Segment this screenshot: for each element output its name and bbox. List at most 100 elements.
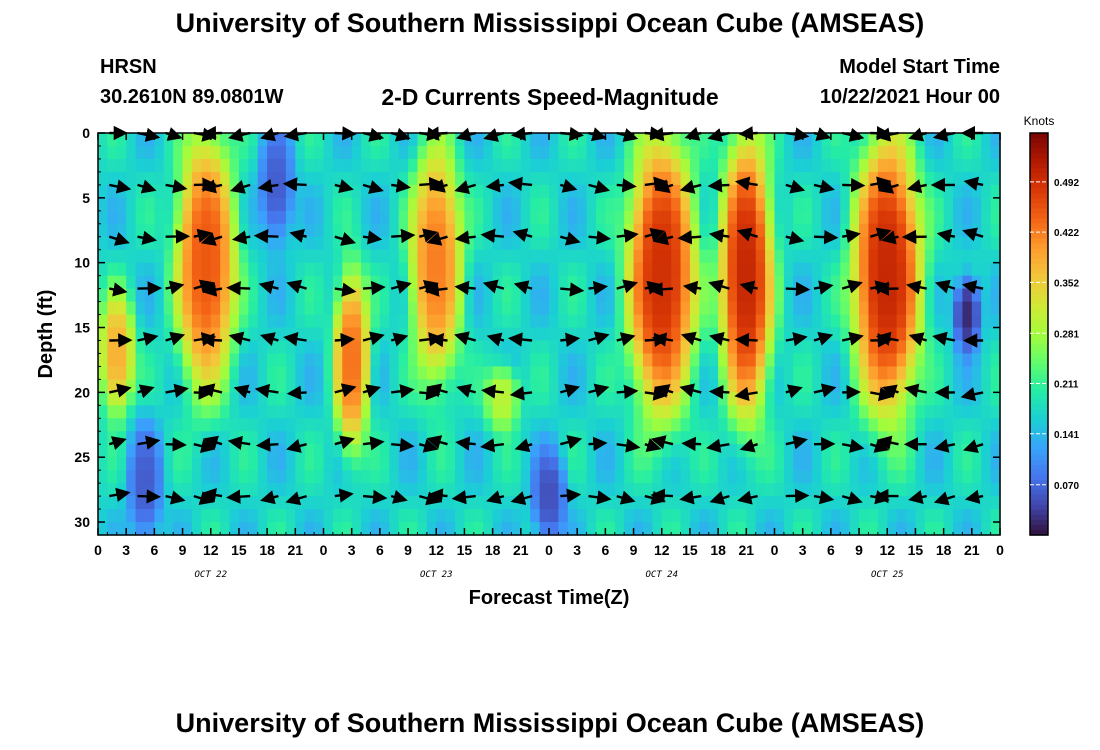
heatmap-cell bbox=[492, 379, 503, 393]
heatmap-cell bbox=[304, 405, 315, 419]
heatmap-cell bbox=[379, 275, 390, 290]
heatmap-cell bbox=[689, 405, 700, 419]
heatmap-cell bbox=[502, 145, 513, 160]
heatmap-cell bbox=[248, 418, 259, 432]
heatmap-cell bbox=[699, 483, 710, 497]
heatmap-cell bbox=[614, 288, 625, 303]
heatmap-cell bbox=[990, 223, 1001, 238]
heatmap-cell bbox=[267, 288, 278, 303]
heatmap-cell bbox=[201, 379, 212, 393]
heatmap-cell bbox=[614, 366, 625, 380]
current-vector-arrow bbox=[651, 332, 674, 347]
x-tick-label: 12 bbox=[879, 542, 895, 558]
heatmap-cell bbox=[351, 496, 362, 510]
heatmap-cell bbox=[943, 171, 954, 186]
heatmap-cell bbox=[107, 236, 118, 251]
heatmap-cell bbox=[370, 366, 381, 380]
heatmap-cell bbox=[417, 145, 428, 160]
heatmap-cell bbox=[953, 301, 964, 316]
heatmap-cell bbox=[699, 210, 710, 225]
heatmap-cell bbox=[154, 353, 165, 368]
heatmap-cell bbox=[642, 327, 653, 342]
heatmap-cell bbox=[699, 405, 710, 419]
heatmap-cell bbox=[530, 223, 541, 238]
current-speed-chart: 0 3 6 9 12 15 18 21 0 3 6 9 12 15 18 21 0 3 6 9 12 15 18 21 0 3 6 9… bbox=[35, 114, 1079, 609]
heatmap-cell bbox=[642, 249, 653, 264]
heatmap-cell bbox=[821, 314, 832, 329]
heatmap-cell bbox=[445, 288, 456, 303]
x-tick-label: 9 bbox=[855, 542, 863, 558]
heatmap-cell bbox=[699, 392, 710, 406]
heatmap-cell bbox=[906, 236, 917, 251]
colorbar-segment bbox=[1030, 454, 1048, 461]
heatmap-cell bbox=[981, 418, 992, 432]
heatmap-cell bbox=[445, 353, 456, 368]
heatmap-cell bbox=[144, 392, 155, 406]
heatmap-cell bbox=[520, 457, 531, 471]
heatmap-cell bbox=[736, 158, 747, 173]
heatmap-cell bbox=[727, 379, 738, 393]
heatmap-cell bbox=[906, 262, 917, 277]
current-vector-arrow bbox=[934, 279, 956, 294]
heatmap-cell bbox=[351, 327, 362, 342]
heatmap-cell bbox=[135, 249, 146, 264]
heatmap-cell bbox=[736, 262, 747, 277]
heatmap-cell bbox=[990, 262, 1001, 277]
heatmap-cell bbox=[943, 314, 954, 329]
colorbar-segment bbox=[1030, 519, 1048, 526]
heatmap-cell bbox=[962, 301, 973, 316]
current-vector-arrow bbox=[480, 228, 505, 243]
heatmap-cell bbox=[699, 418, 710, 432]
heatmap-cell bbox=[464, 301, 475, 316]
heatmap-cell bbox=[379, 366, 390, 380]
heatmap-cell bbox=[605, 405, 616, 419]
heatmap-cell bbox=[107, 301, 118, 316]
heatmap-cell bbox=[793, 158, 804, 173]
x-axis: 0 3 6 9 12 15 18 21 0 3 6 9 12 15 18 21 0 3 6 9 12 15 18 21 0 3 6 9… bbox=[94, 133, 1004, 580]
heatmap-cell bbox=[981, 444, 992, 458]
heatmap-cell bbox=[812, 444, 823, 458]
heatmap-cell bbox=[680, 197, 691, 212]
current-vector-arrow bbox=[203, 435, 223, 450]
heatmap-cell bbox=[990, 496, 1001, 510]
heatmap-cell bbox=[408, 327, 419, 342]
current-vector-arrow bbox=[391, 178, 411, 193]
heatmap-cell bbox=[257, 314, 268, 329]
heatmap-cell bbox=[699, 353, 710, 368]
heatmap-cell bbox=[201, 340, 212, 355]
heatmap-cell bbox=[689, 509, 700, 523]
heatmap-cell bbox=[323, 275, 334, 290]
x-tick-label: 12 bbox=[654, 542, 670, 558]
heatmap-cell bbox=[295, 197, 306, 212]
heatmap-cell bbox=[934, 197, 945, 212]
heatmap-cell bbox=[981, 158, 992, 173]
heatmap-cell bbox=[483, 470, 494, 484]
heatmap-cell bbox=[426, 418, 437, 432]
heatmap-cell bbox=[577, 353, 588, 368]
heatmap-cell bbox=[577, 171, 588, 186]
colorbar-segment bbox=[1030, 414, 1048, 421]
heatmap-cell bbox=[943, 470, 954, 484]
heatmap-cell bbox=[417, 327, 428, 342]
heatmap-cell bbox=[642, 418, 653, 432]
heatmap-cell bbox=[924, 236, 935, 251]
heatmap-cell bbox=[473, 418, 484, 432]
heatmap-cell bbox=[323, 392, 334, 406]
heatmap-cell bbox=[323, 457, 334, 471]
heatmap-cell bbox=[605, 483, 616, 497]
heatmap-cell bbox=[727, 301, 738, 316]
heatmap-cell bbox=[812, 353, 823, 368]
heatmap-cell bbox=[877, 379, 888, 393]
heatmap-cell bbox=[116, 340, 127, 355]
heatmap-cell bbox=[389, 145, 400, 160]
heatmap-cell bbox=[746, 457, 757, 471]
heatmap-cell bbox=[436, 509, 447, 523]
heatmap-cell bbox=[774, 145, 785, 160]
heatmap-cell bbox=[530, 133, 541, 147]
heatmap-cell bbox=[267, 379, 278, 393]
heatmap-cell bbox=[314, 405, 325, 419]
heatmap-cell bbox=[426, 158, 437, 173]
heatmap-cell bbox=[126, 483, 137, 497]
heatmap-cell bbox=[699, 314, 710, 329]
heatmap-cell bbox=[887, 522, 898, 536]
